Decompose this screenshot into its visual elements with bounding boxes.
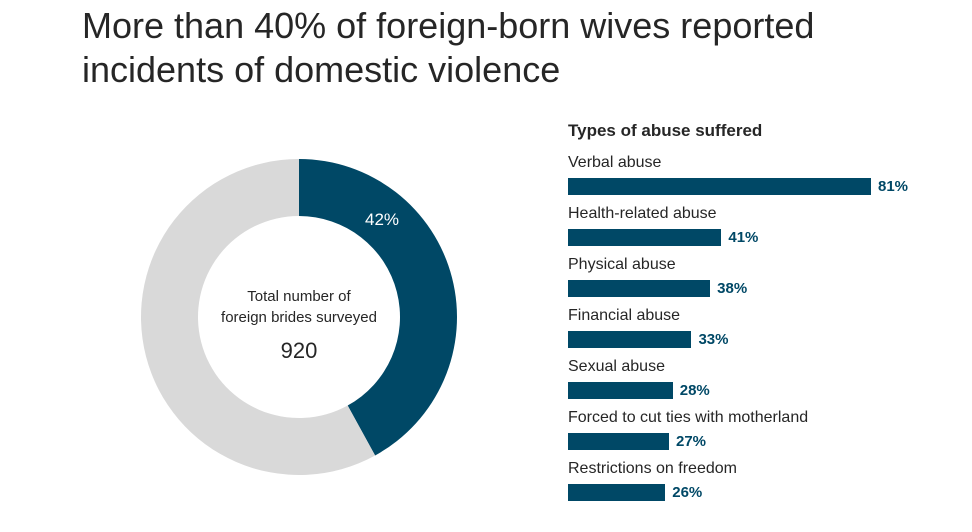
slice-label: 42% [365,210,399,229]
bar-label: Forced to cut ties with motherland [568,409,809,426]
bar-row: Verbal abuse 81% [568,154,968,205]
bar-label: Financial abuse [568,307,681,324]
bar-chart-title: Types of abuse suffered [568,121,763,140]
donut-slice-0 [299,159,458,456]
bar-value-label: 81% [878,178,909,195]
donut-slice-1 [141,159,376,475]
bar-label: Restrictions on freedom [568,460,737,477]
bar-value-label: 26% [672,484,703,501]
bar [568,382,673,399]
bar-row: Forced to cut ties with motherland 27% [568,409,968,460]
bar-row: Sexual abuse 28% [568,358,968,409]
bar-value-label: 28% [679,382,710,399]
bar-label: Sexual abuse [568,358,665,375]
bar [568,331,692,348]
bar-value-label: 41% [728,229,759,246]
bar-row: Restrictions on freedom 26% [568,460,968,511]
bar [568,280,711,297]
bar-row: Health-related abuse 41% [568,205,968,256]
chart-title: More than 40% of foreign-born wives repo… [82,5,815,90]
bar-label: Physical abuse [568,256,676,273]
bar [568,484,666,501]
bar-value-label: 27% [676,433,707,450]
bar [568,178,871,195]
bar-label: Verbal abuse [568,154,662,171]
bar-value-label: 38% [717,280,748,297]
center-text-line1: Total number of [247,288,351,305]
donut-chart: 42% Total number of foreign brides surve… [141,159,458,475]
bar [568,229,722,246]
bar-value-label: 33% [698,331,729,348]
bar-row: Financial abuse 33% [568,307,968,358]
bar-row: Physical abuse 38% [568,256,968,307]
bar-label: Health-related abuse [568,205,717,222]
bar [568,433,669,450]
center-value: 920 [281,338,318,363]
center-text-line2: foreign brides surveyed [221,309,377,326]
